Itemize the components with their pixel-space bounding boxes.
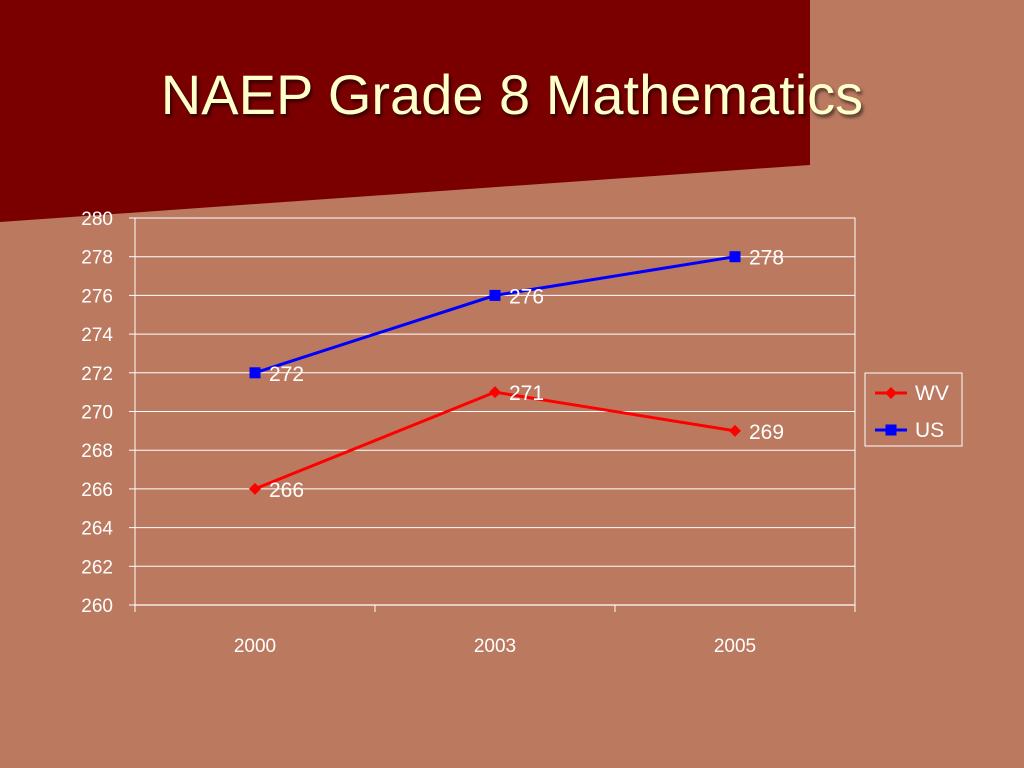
data-point-us: [249, 367, 261, 379]
x-tick-label: 2005: [714, 636, 756, 657]
data-label-wv: 271: [509, 382, 544, 405]
series-line-wv: [254, 390, 736, 491]
data-point-wv: [249, 482, 261, 495]
y-tick-label: 278: [81, 248, 113, 269]
y-tick-label: 262: [81, 557, 113, 578]
y-tick-label: 268: [81, 441, 113, 462]
legend-label-wv: WV: [915, 382, 949, 405]
legend-marker-wv: [885, 387, 897, 399]
series-line-us: [254, 255, 736, 375]
y-tick-label: 274: [81, 325, 113, 346]
legend: [864, 372, 963, 447]
y-tick-label: 266: [81, 480, 113, 501]
data-point-us: [729, 251, 741, 263]
data-label-us: 276: [509, 285, 544, 308]
data-label-us: 272: [269, 363, 304, 386]
legend-label-us: US: [915, 419, 944, 442]
y-tick-label: 260: [81, 596, 113, 617]
x-tick-label: 2000: [234, 636, 276, 657]
title-band: [0, 0, 810, 222]
y-tick-label: 272: [81, 364, 113, 385]
y-tick-label: 270: [81, 403, 113, 424]
legend-marker-us: [885, 424, 897, 436]
data-label-wv: 266: [269, 479, 304, 502]
data-label-wv: 269: [749, 421, 784, 444]
data-point-us: [489, 289, 501, 301]
x-tick-label: 2003: [474, 636, 516, 657]
data-point-wv: [729, 424, 741, 437]
y-tick-label: 280: [81, 209, 113, 230]
data-label-us: 278: [749, 247, 784, 270]
data-point-wv: [489, 386, 501, 399]
y-tick-label: 276: [81, 286, 113, 307]
slide-title: NAEP Grade 8 Mathematics: [160, 63, 864, 126]
y-tick-label: 264: [81, 519, 113, 540]
